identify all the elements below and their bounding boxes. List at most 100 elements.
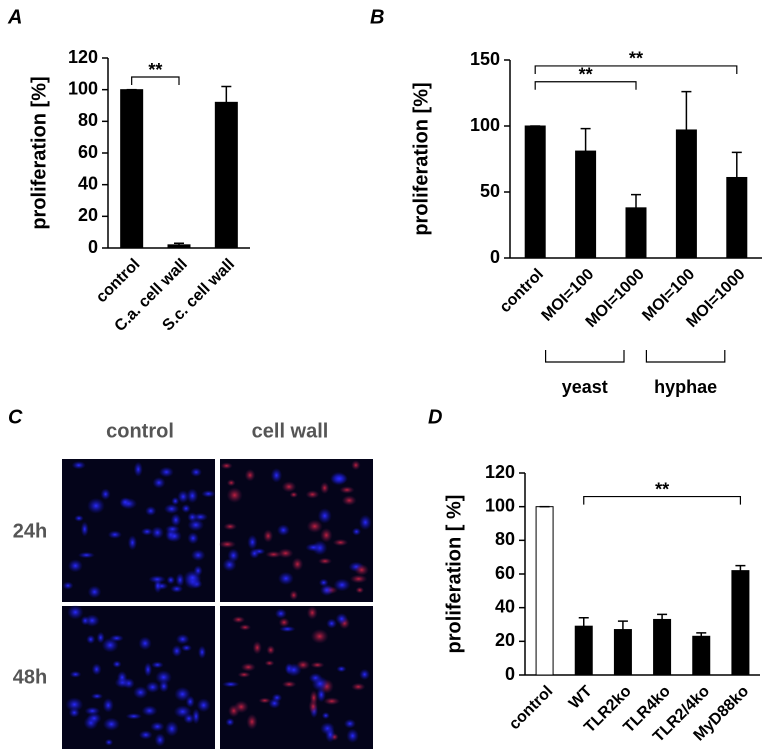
cell xyxy=(158,680,169,693)
error-bar xyxy=(735,564,746,571)
cell xyxy=(264,660,275,667)
error-bar xyxy=(578,617,589,627)
cell xyxy=(218,540,237,549)
y-tick-label: 0 xyxy=(490,247,500,267)
bar xyxy=(675,129,697,259)
y-tick-label: 40 xyxy=(495,596,515,616)
significance-bracket xyxy=(534,81,637,90)
error-bar xyxy=(580,127,591,152)
cell xyxy=(177,490,190,504)
panel-label: A xyxy=(7,6,22,28)
cell xyxy=(252,640,262,655)
cell xyxy=(171,644,183,658)
error-bar xyxy=(174,242,184,245)
cell xyxy=(281,481,297,493)
cell xyxy=(141,705,158,717)
y-axis-label: proliferation [ %] xyxy=(443,495,465,654)
micrograph xyxy=(220,459,373,602)
cell xyxy=(96,631,105,644)
cell xyxy=(187,512,198,523)
cell xyxy=(107,530,122,539)
cell xyxy=(277,571,294,586)
cell xyxy=(320,481,330,495)
cell xyxy=(326,618,338,629)
bar xyxy=(726,176,748,259)
cell xyxy=(281,680,297,688)
cell xyxy=(190,467,202,477)
bar xyxy=(653,618,672,676)
bar xyxy=(731,570,750,676)
cell xyxy=(265,550,283,559)
cell xyxy=(90,693,104,700)
cell xyxy=(185,695,195,708)
cell xyxy=(101,637,119,653)
cell xyxy=(201,490,216,498)
cell xyxy=(87,585,102,599)
cell xyxy=(80,521,89,537)
y-tick-label: 100 xyxy=(470,115,500,135)
cell xyxy=(240,662,256,672)
bar xyxy=(692,635,711,676)
cell xyxy=(266,645,276,655)
cell xyxy=(226,479,236,487)
cell xyxy=(163,503,180,515)
cell xyxy=(154,733,166,747)
y-tick-label: 80 xyxy=(495,529,515,549)
x-tick-label: control xyxy=(506,683,556,733)
cell xyxy=(263,529,274,543)
y-tick-label: 60 xyxy=(78,142,98,162)
panel-label: C xyxy=(8,406,23,428)
cell xyxy=(166,575,176,585)
y-tick-label: 0 xyxy=(88,237,98,257)
bar xyxy=(535,506,554,676)
cell xyxy=(258,697,272,704)
cell xyxy=(175,572,185,588)
significance-bracket xyxy=(131,76,180,85)
cell xyxy=(74,514,84,522)
cell xyxy=(67,604,84,620)
cell xyxy=(77,551,95,559)
cell xyxy=(151,661,164,669)
cell xyxy=(133,461,143,477)
bar xyxy=(524,125,546,259)
cell xyxy=(351,527,362,536)
error-bar xyxy=(221,85,232,103)
bar xyxy=(575,150,597,259)
error-bar xyxy=(696,632,707,637)
cell xyxy=(170,513,182,527)
cell xyxy=(339,486,355,494)
cell xyxy=(274,608,287,619)
row-label: 24h xyxy=(13,520,47,542)
bar xyxy=(574,625,593,676)
cell xyxy=(341,495,357,506)
cell xyxy=(69,670,82,678)
cell xyxy=(91,663,102,676)
cell xyxy=(336,665,347,673)
cell xyxy=(271,693,283,702)
y-tick-label: 20 xyxy=(495,630,515,650)
cell xyxy=(164,720,179,737)
cell xyxy=(332,538,349,547)
group-label: hyphae xyxy=(654,377,717,397)
panel-label: B xyxy=(370,6,384,28)
cell xyxy=(145,505,157,516)
cell xyxy=(276,524,290,536)
cell xyxy=(174,686,191,702)
micrographs xyxy=(62,459,373,749)
cell xyxy=(173,705,192,719)
cell xyxy=(170,584,184,593)
cell xyxy=(102,717,120,731)
cell xyxy=(86,712,102,725)
micrograph xyxy=(62,606,215,749)
cell xyxy=(197,645,207,659)
y-tick-label: 150 xyxy=(470,49,500,69)
column-label: control xyxy=(106,420,174,442)
cell xyxy=(285,663,302,677)
cell xyxy=(279,625,296,633)
cell xyxy=(233,700,249,714)
error-bar xyxy=(681,90,692,130)
cell xyxy=(249,548,260,559)
cell xyxy=(318,557,333,565)
significance-label: ** xyxy=(579,65,593,85)
cell xyxy=(148,575,166,584)
